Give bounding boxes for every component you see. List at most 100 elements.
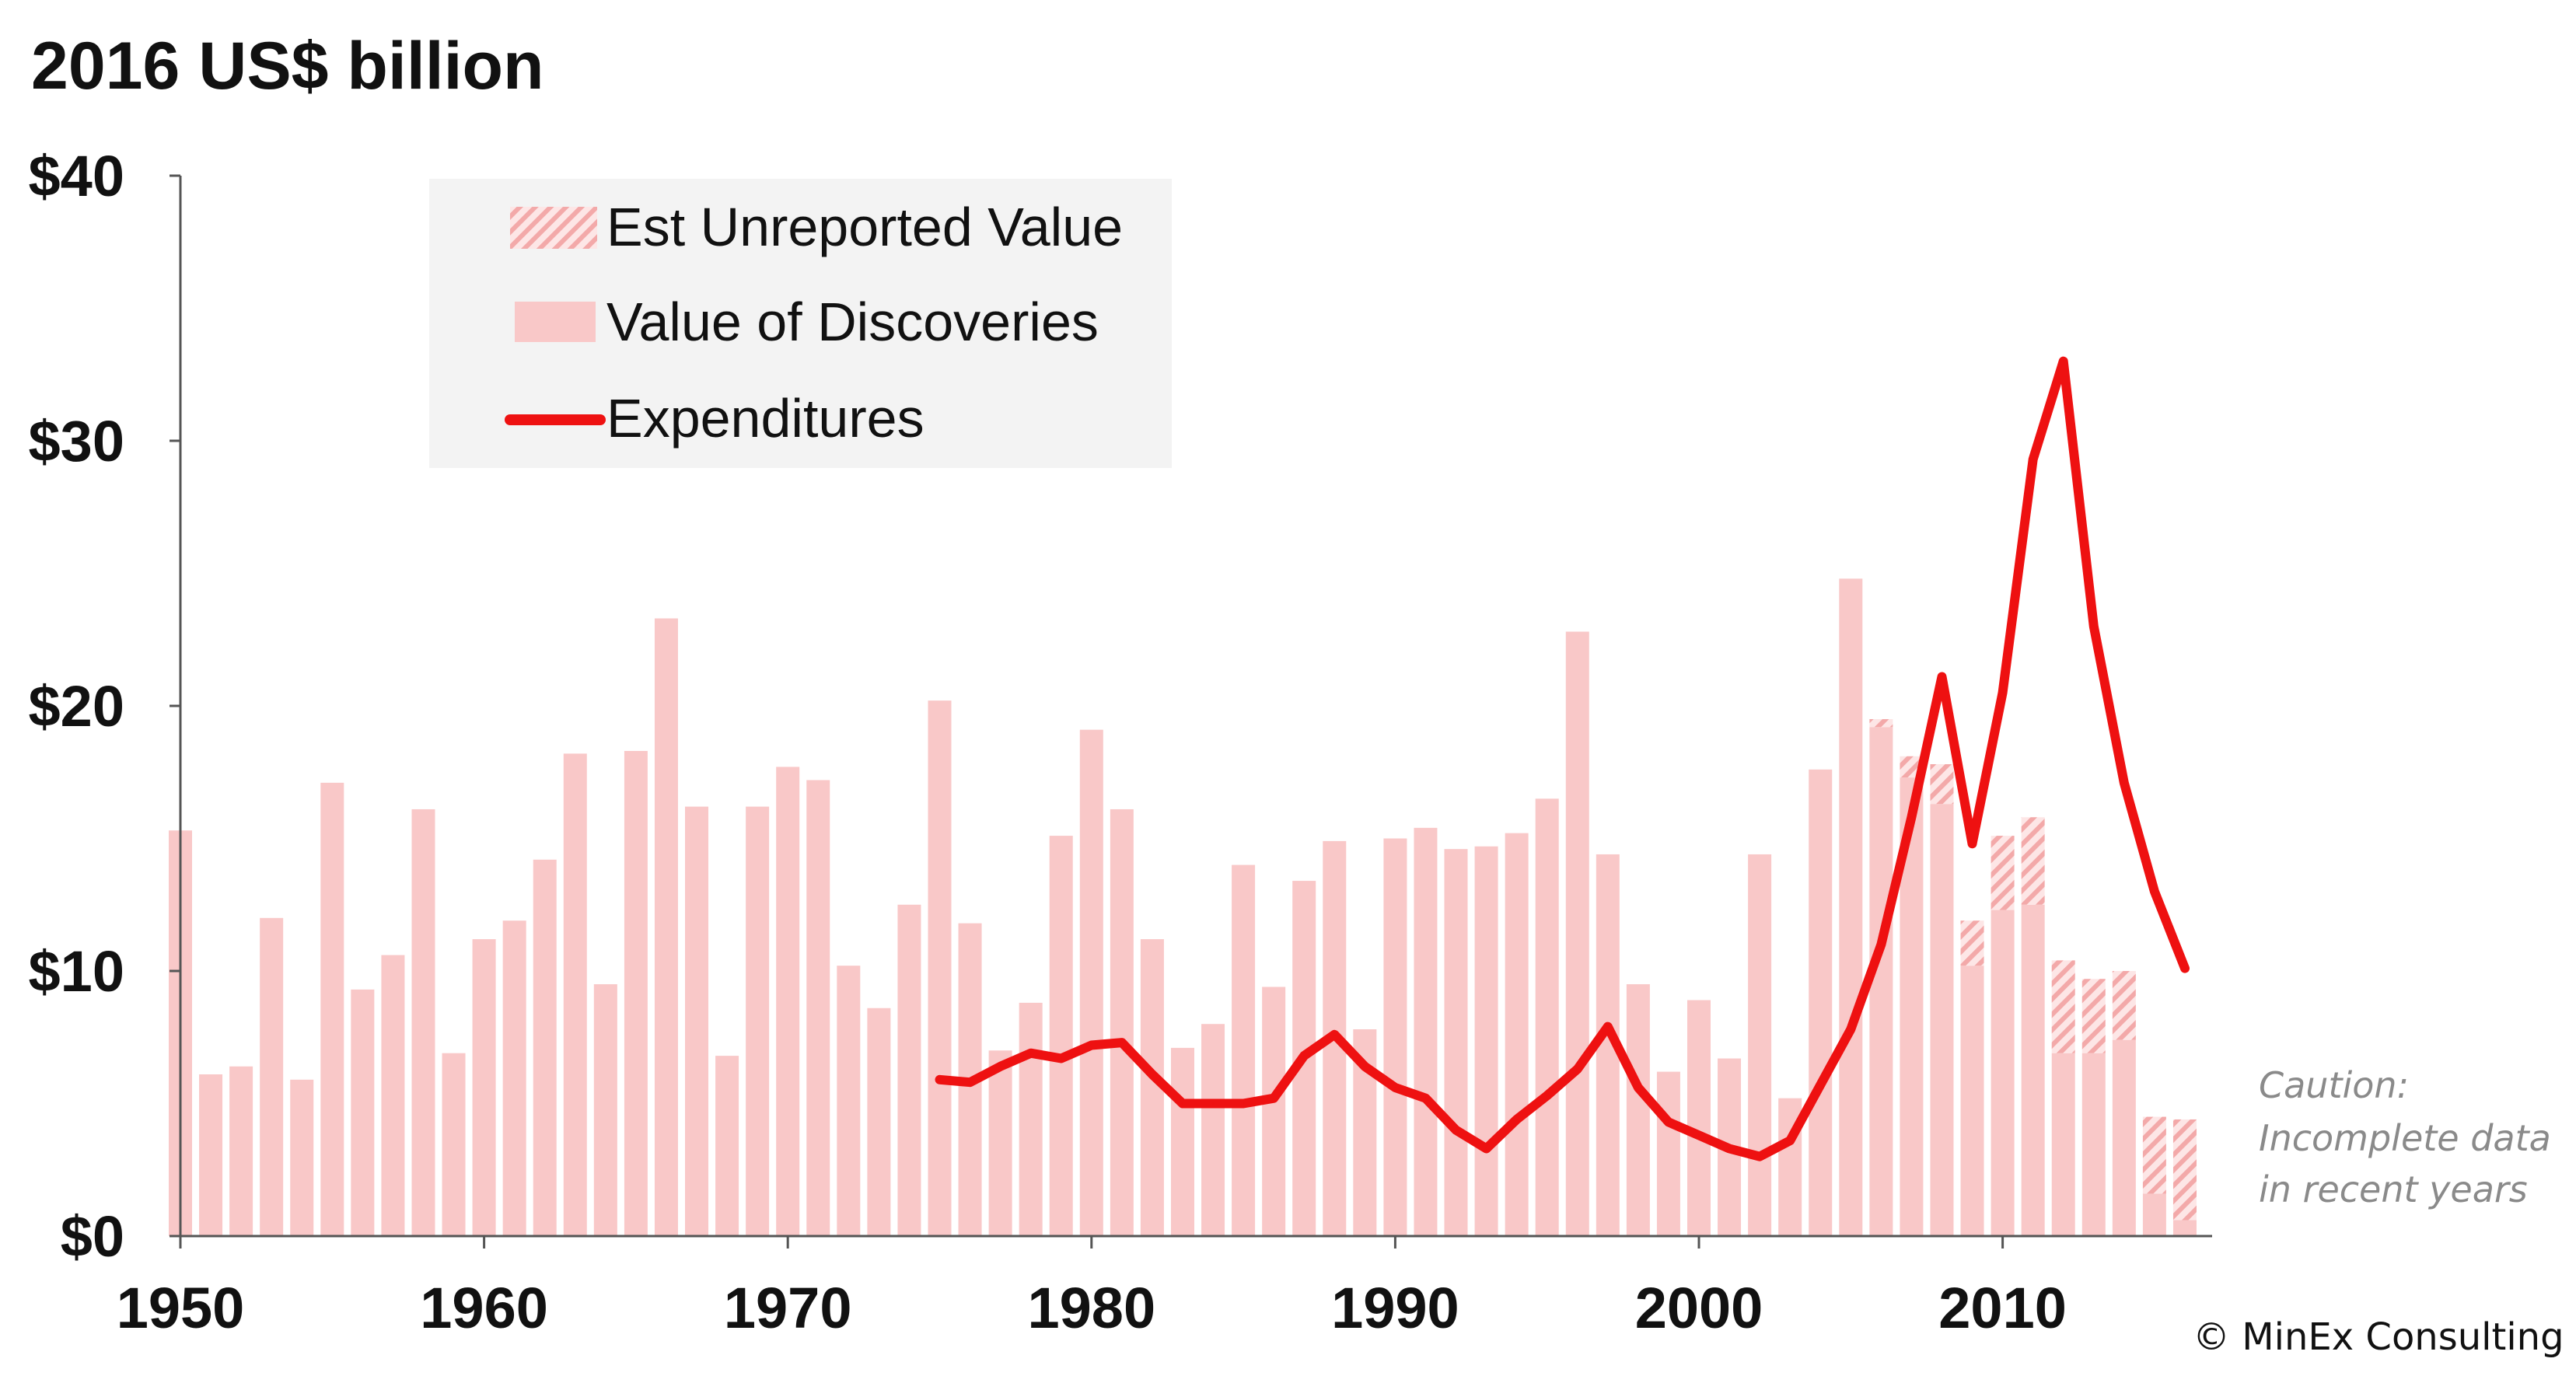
bar-discovery-1993 [1474,846,1498,1236]
bar-discovery-1969 [746,806,770,1236]
expenditure-point-1975 [938,1078,941,1081]
expenditure-point-1988 [1333,1033,1336,1036]
expenditure-point-1993 [1485,1147,1487,1150]
bar-discovery-1999 [1656,1071,1680,1236]
bar-discovery-1996 [1565,631,1589,1236]
bar-discovery-1964 [593,984,617,1236]
bar-discovery-1994 [1505,833,1529,1236]
bar-discovery-1966 [654,618,678,1236]
bar-unreported-2013 [2081,979,2106,1053]
x-tick-label: 1980 [1027,1276,1155,1340]
bar-unreported-2011 [2021,817,2045,905]
bar-discovery-1992 [1444,849,1468,1236]
axes-layer: $0 $10 $20 $30 $40 1950 1960 1970 1980 1990 2000 20… [29,144,2212,1340]
expenditure-point-2002 [1759,1155,1761,1158]
y-tick-label: $20 [29,674,124,739]
bar-discovery-1990 [1383,838,1407,1236]
expenditure-point-1991 [1424,1097,1427,1099]
expenditure-point-1995 [1546,1095,1548,1097]
expenditure-point-1978 [1029,1052,1032,1054]
caution-line-2: Incomplete data [2259,1117,2551,1159]
bar-discovery-2016 [2172,1220,2197,1236]
bar-unreported-2015 [2142,1116,2166,1194]
bar-discovery-2002 [1748,854,1772,1236]
bar-discovery-2008 [1930,804,1954,1236]
expenditure-point-1976 [969,1081,971,1084]
expenditures-line [935,356,2190,1161]
x-tick-label: 1990 [1331,1276,1459,1340]
bar-discovery-2014 [2112,1039,2136,1236]
legend-swatch-unreported [510,207,597,249]
bar-discovery-1974 [897,904,921,1236]
expenditure-point-2011 [2032,458,2034,460]
chart-title: 2016 US$ billion [31,29,544,103]
y-tick-label: $30 [29,409,124,473]
expenditure-point-1997 [1606,1025,1609,1028]
expenditure-point-1981 [1120,1042,1123,1044]
bar-discovery-1957 [381,955,405,1236]
legend-label-discoveries: Value of Discoveries [606,292,1099,352]
bar-discovery-1959 [442,1053,466,1236]
bar-unreported-2006 [1869,719,1893,728]
bar-discovery-1970 [776,767,800,1236]
bar-discovery-2010 [1991,910,2015,1236]
bar-discovery-2006 [1869,727,1893,1236]
bar-discovery-1958 [411,808,435,1236]
expenditure-point-1979 [1060,1057,1062,1060]
expenditure-point-1986 [1273,1097,1275,1099]
bar-discovery-1977 [988,1050,1012,1236]
expenditure-point-1996 [1576,1068,1578,1070]
expenditure-point-1983 [1181,1102,1183,1105]
expenditure-point-2007 [1910,816,1913,819]
y-tick-label: $40 [29,144,124,208]
bar-discovery-1995 [1535,798,1559,1236]
bar-unreported-2014 [2112,971,2136,1040]
expenditure-point-2003 [1789,1140,1791,1142]
expenditure-point-2014 [2123,781,2125,784]
bars-layer [169,578,2197,1236]
bar-discovery-1972 [837,966,861,1236]
caution-line-1: Caution: [2259,1064,2409,1106]
bar-discovery-1973 [867,1008,891,1236]
bar-discovery-1979 [1049,836,1073,1236]
expenditure-point-1985 [1243,1102,1245,1105]
bar-discovery-1980 [1079,729,1103,1236]
bar-discovery-2015 [2142,1193,2166,1236]
bar-unreported-2008 [1930,764,1954,805]
bar-discovery-1978 [1019,1002,1043,1236]
x-tick-label: 2010 [1938,1276,2067,1340]
bar-discovery-2012 [2051,1053,2075,1236]
expenditure-point-1994 [1515,1118,1518,1120]
expenditure-point-2006 [1880,943,1882,945]
legend-label-unreported: Est Unreported Value [606,197,1123,257]
expenditure-point-1977 [999,1065,1001,1067]
bar-discovery-2005 [1839,578,1863,1236]
x-tick-label: 1950 [117,1276,245,1340]
bar-discovery-2013 [2081,1053,2106,1236]
bar-unreported-2012 [2051,960,2075,1053]
bar-discovery-1981 [1110,808,1134,1236]
bar-discovery-1967 [685,806,709,1236]
legend-label-expenditures: Expenditures [606,388,924,449]
bar-discovery-1965 [624,750,648,1236]
bar-discovery-1963 [563,753,587,1236]
expenditure-point-1982 [1151,1073,1153,1075]
expenditure-point-1984 [1212,1102,1215,1105]
bar-discovery-1986 [1262,987,1286,1236]
expenditure-point-2004 [1819,1084,1822,1086]
expenditure-point-2008 [1941,676,1943,678]
bar-unreported-2016 [2172,1119,2197,1221]
bar-discovery-2009 [1960,966,1984,1236]
bar-unreported-2009 [1960,920,1984,966]
expenditure-point-2005 [1850,1029,1852,1031]
bar-discovery-1984 [1201,1024,1225,1236]
caution-line-3: in recent years [2259,1168,2528,1210]
bar-discovery-1960 [472,939,496,1236]
expenditure-point-2012 [2062,360,2064,362]
bar-discovery-1962 [533,859,557,1236]
expenditure-point-1980 [1090,1044,1092,1046]
expenditure-point-2009 [1971,843,1973,845]
bar-unreported-2010 [1991,836,2015,910]
bar-discovery-2011 [2021,904,2045,1236]
